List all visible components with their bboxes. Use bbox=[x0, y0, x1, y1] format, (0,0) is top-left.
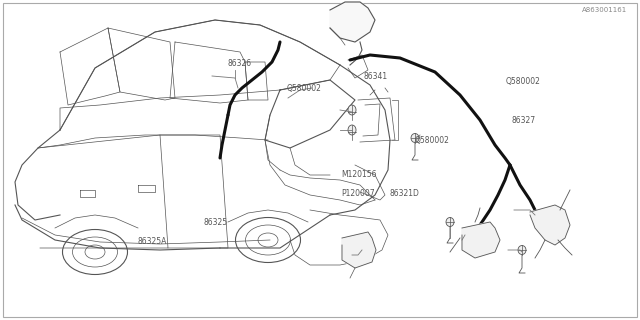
Text: 86327: 86327 bbox=[512, 116, 536, 125]
Ellipse shape bbox=[446, 218, 454, 227]
Text: A863001161: A863001161 bbox=[582, 7, 627, 13]
Text: Q580002: Q580002 bbox=[287, 84, 321, 93]
Polygon shape bbox=[330, 2, 375, 42]
Text: Q580002: Q580002 bbox=[506, 77, 540, 86]
Polygon shape bbox=[530, 205, 570, 245]
Text: 86321D: 86321D bbox=[389, 189, 419, 198]
Text: Q580002: Q580002 bbox=[415, 136, 449, 145]
Text: P120007: P120007 bbox=[341, 189, 375, 198]
Polygon shape bbox=[462, 222, 500, 258]
Ellipse shape bbox=[348, 105, 356, 115]
Text: 86325A: 86325A bbox=[138, 237, 167, 246]
Text: M120156: M120156 bbox=[341, 170, 376, 179]
Ellipse shape bbox=[348, 125, 356, 135]
Ellipse shape bbox=[518, 245, 526, 254]
Text: 86326: 86326 bbox=[227, 59, 252, 68]
Text: 86341: 86341 bbox=[364, 72, 388, 81]
Ellipse shape bbox=[411, 133, 419, 142]
Polygon shape bbox=[342, 232, 376, 268]
Text: 86325: 86325 bbox=[204, 218, 228, 227]
